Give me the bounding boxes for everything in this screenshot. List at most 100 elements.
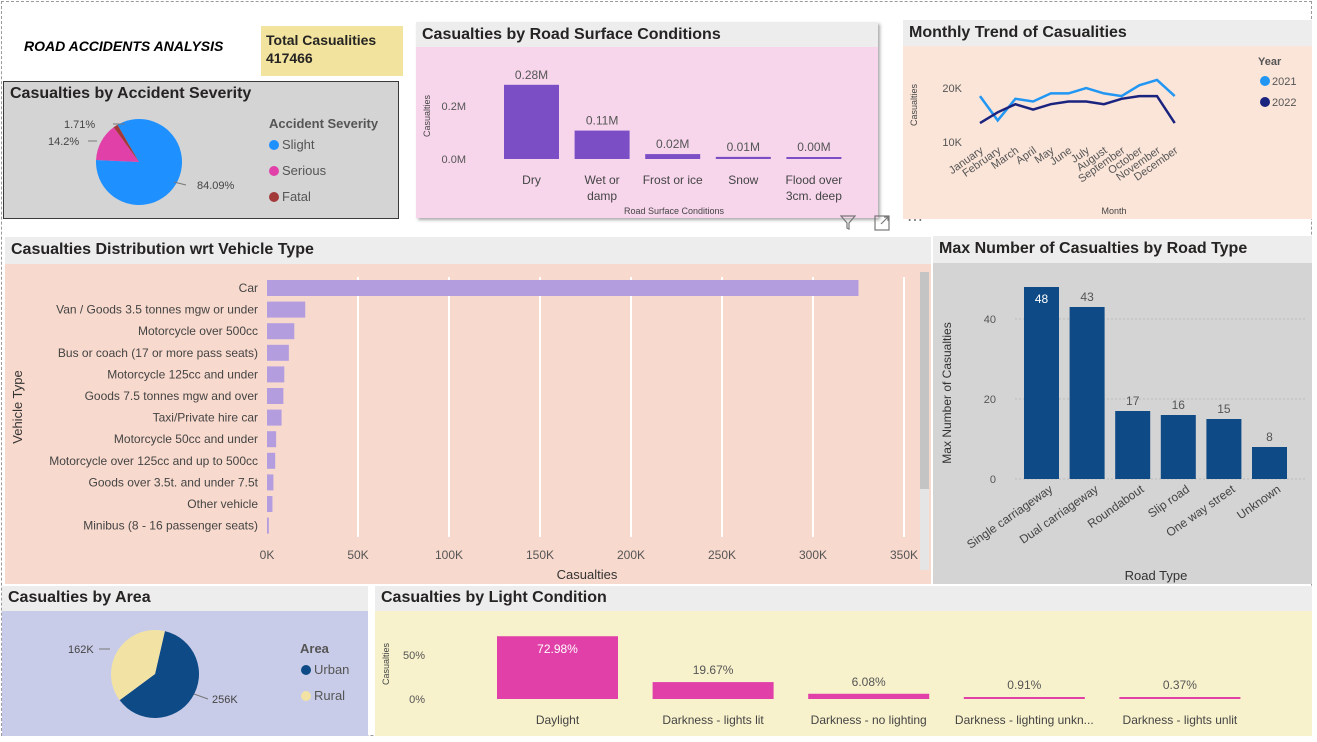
surface-tick-label-flood-over-3cm-deep-0: Flood over <box>786 173 843 187</box>
light-data-label-darkness-lights-unlit: 0.37% <box>1163 678 1197 692</box>
surface-panel[interactable]: Casualties by Road Surface Conditions Ca… <box>416 22 878 218</box>
monthly-title: Monthly Trend of Casualities <box>909 24 1127 41</box>
surface-tick-00m: 0.0M <box>442 154 466 166</box>
road-data-label-dual-carriageway: 43 <box>1080 290 1094 304</box>
road-panel[interactable]: Max Number of Casualties by Road Type 0 2… <box>933 236 1312 584</box>
road-tick-0: 0 <box>990 474 996 486</box>
light-ylabel: Casualties <box>381 642 391 685</box>
light-title: Casualties by Light Condition <box>381 589 607 606</box>
light-data-label-darkness-lights-lit: 19.67% <box>693 663 734 677</box>
road-title: Max Number of Casualties by Road Type <box>939 240 1248 257</box>
road-xlabel: Road Type <box>1125 568 1188 583</box>
severity-legend-marker-fatal <box>269 192 279 202</box>
filter-icon[interactable] <box>839 213 857 235</box>
light-bar-darkness-lights-unlit <box>1119 697 1241 699</box>
vehicle-bar-motorcycle-125cc-and-under <box>267 366 285 383</box>
road-tick-label-unknown: Unknown <box>1234 482 1283 522</box>
vehicle-bar-car <box>267 280 859 296</box>
road-data-label-single-carriageway: 48 <box>1035 292 1049 306</box>
surface-tick-label-snow-0: Snow <box>728 173 758 187</box>
area-legend-urban: Urban <box>314 662 349 677</box>
road-bar-dual-carriageway <box>1069 307 1105 479</box>
road-tick-40: 40 <box>984 314 996 326</box>
severity-legend-slight: Slight <box>282 137 315 152</box>
severity-legend-fatal: Fatal <box>282 189 311 204</box>
severity-legend-serious: Serious <box>282 163 327 178</box>
light-bar-darkness-lights-lit <box>652 682 774 699</box>
vehicle-bar-minibus-8-16-passenger-seats <box>267 517 269 534</box>
light-bar-darkness-lighting-unkn <box>963 697 1085 699</box>
severity-label-serious: 14.2% <box>48 136 79 148</box>
focus-mode-icon[interactable] <box>873 214 891 236</box>
severity-title: Casualties by Accident Severity <box>10 85 252 102</box>
surface-tick-label-frost-or-ice-0: Frost or ice <box>643 173 703 187</box>
light-bar-daylight <box>497 636 618 699</box>
surface-tick-label-flood-over-3cm-deep-1: 3cm. deep <box>786 189 842 203</box>
monthly-tick-10k: 10K <box>942 137 962 149</box>
road-ylabel: Max Number of Casualties <box>940 322 954 463</box>
vehicle-category-bus-or-coach-17-or-more-pass-seats: Bus or coach (17 or more pass seats) <box>58 346 258 360</box>
vehicle-tick-300k: 300K <box>799 548 827 562</box>
monthly-xlabel: Month <box>1101 206 1126 216</box>
report-title: ROAD ACCIDENTS ANALYSIS <box>24 38 224 54</box>
vehicle-category-motorcycle-125cc-and-under: Motorcycle 125cc and under <box>107 367 258 381</box>
kpi-label: Total Casualities <box>266 32 377 48</box>
surface-data-label-snow: 0.01M <box>727 140 760 154</box>
light-tick-label-daylight: Daylight <box>536 713 580 727</box>
severity-slice-fatal <box>113 124 139 162</box>
light-tick-label-darkness-lighting-unkn: Darkness - lighting unkn... <box>955 713 1094 727</box>
area-legend-rural: Rural <box>314 688 345 703</box>
vehicle-bar-bus-or-coach-17-or-more-pass-seats <box>267 344 289 361</box>
vehicle-category-motorcycle-over-500cc: Motorcycle over 500cc <box>138 324 258 338</box>
vehicle-category-other-vehicle: Other vehicle <box>187 497 258 511</box>
light-bar-chart: Casualties 50% 0% 72.98% Daylight 19.67% Da… <box>381 636 1241 727</box>
severity-label-slight: 84.09% <box>197 180 235 192</box>
road-tick-20: 20 <box>984 394 996 406</box>
road-bar-roundabout <box>1115 411 1151 479</box>
area-slice-rural <box>111 630 165 701</box>
light-panel[interactable]: Casualties by Light Condition Casualties… <box>375 586 1312 736</box>
vehicle-bar-goods-over-3-5t-and-under-7-5t <box>267 474 274 491</box>
area-legend-title: Area <box>300 641 330 656</box>
light-tick-label-darkness-lights-lit: Darkness - lights lit <box>662 713 764 727</box>
area-legend-marker-rural <box>301 691 311 701</box>
vehicle-tick-350k: 350K <box>890 548 918 562</box>
vehicle-bar-goods-7-5-tonnes-mgw-and-over <box>267 388 284 404</box>
monthly-legend-marker-2022 <box>1260 97 1270 107</box>
vehicle-category-taxi-private-hire-car: Taxi/Private hire car <box>153 411 258 425</box>
surface-bar-chart: Casualties 0.2M 0.0M 0.28M Dry 0.11M Wet or… <box>422 68 843 216</box>
vehicle-bar-taxi-private-hire-car <box>267 409 282 426</box>
surface-title: Casualties by Road Surface Conditions <box>422 26 721 43</box>
surface-data-label-frost-or-ice: 0.02M <box>656 137 689 151</box>
vehicle-category-motorcycle-over-125cc-and-up-to-500cc: Motorcycle over 125cc and up to 500cc <box>49 454 258 468</box>
monthly-legend-marker-2021 <box>1260 76 1270 86</box>
area-panel[interactable]: Casualties by Area 162K 256K Area Urban R… <box>2 586 368 736</box>
severity-slice-serious <box>96 127 139 162</box>
vehicle-tick-250k: 250K <box>708 548 736 562</box>
monthly-line-2021 <box>978 78 1176 123</box>
light-data-label-daylight: 72.98% <box>537 642 578 656</box>
monthly-line-chart: Casualties 20K 10K JanuaryFebruaryMarchA… <box>909 56 1296 216</box>
light-data-label-darkness-no-lighting: 6.08% <box>852 675 886 689</box>
surface-ylabel: Casualties <box>422 94 432 137</box>
surface-bar-snow <box>715 156 771 159</box>
vehicle-category-van-goods-3-5-tonnes-mgw-or-under: Van / Goods 3.5 tonnes mgw or under <box>56 303 258 317</box>
light-tick-0: 0% <box>409 694 425 706</box>
vehicle-bar-other-vehicle <box>267 496 273 512</box>
monthly-panel[interactable]: Monthly Trend of Casualities Casualties … <box>903 20 1312 219</box>
vehicle-bar-motorcycle-over-125cc-and-up-to-500cc <box>267 452 276 469</box>
vehicle-category-car: Car <box>239 281 258 295</box>
vehicle-category-minibus-8-16-passenger-seats: Minibus (8 - 16 passenger seats) <box>83 519 258 533</box>
road-bar-one-way-street <box>1206 419 1242 479</box>
severity-panel[interactable]: Casualties by Accident Severity 1.71% 14… <box>3 81 399 219</box>
monthly-ylabel: Casualties <box>909 83 919 126</box>
vehicle-panel[interactable]: Casualties Distribution wrt Vehicle Type… <box>5 237 931 584</box>
vehicle-ylabel: Vehicle Type <box>10 370 25 443</box>
vehicle-category-goods-over-3-5t-and-under-7-5t: Goods over 3.5t. and under 7.5t <box>89 475 259 489</box>
surface-data-label-wet-or-damp: 0.11M <box>586 114 618 128</box>
surface-data-label-dry: 0.28M <box>515 68 548 82</box>
more-options-icon[interactable]: ⋯ <box>907 212 924 229</box>
severity-legend-marker-serious <box>269 166 279 176</box>
light-data-label-darkness-lighting-unkn: 0.91% <box>1007 678 1041 692</box>
